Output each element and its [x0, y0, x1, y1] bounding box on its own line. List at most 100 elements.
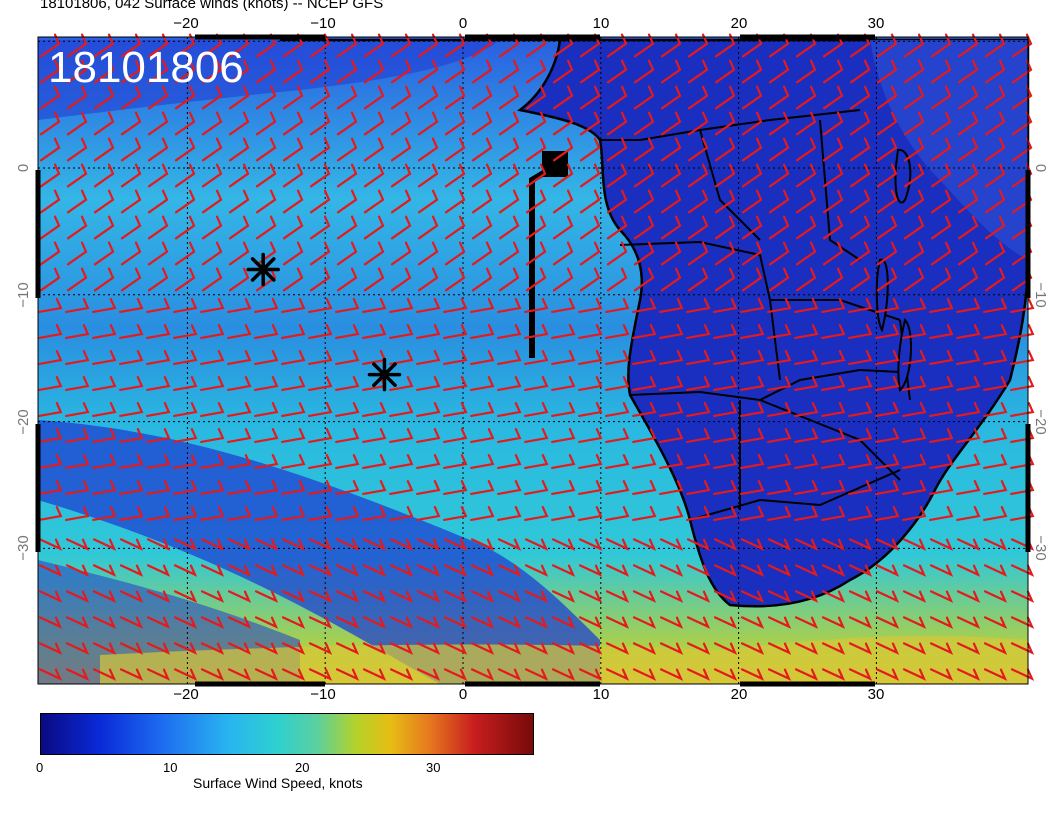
wind-barb [471, 59, 493, 84]
wind-barb [362, 401, 387, 418]
wind-barb [93, 111, 115, 136]
wind-barb [714, 189, 736, 214]
wind-barb [389, 349, 414, 366]
wind-barb [740, 668, 765, 681]
wind-barb [848, 538, 873, 551]
wind-barb [497, 479, 522, 496]
wind-barb [578, 668, 603, 681]
wind-barb [443, 616, 468, 629]
wind-barb [497, 349, 522, 366]
wind-barb [362, 479, 387, 496]
wind-barb [282, 241, 304, 266]
right-tick-labels: 0 −10 −20 −30 [1032, 164, 1049, 561]
wind-barb [767, 590, 792, 603]
right-tick: −30 [1032, 535, 1049, 560]
wind-barb [443, 668, 468, 681]
wind-barb [308, 453, 333, 470]
wind-barb [849, 163, 871, 188]
wind-barb [200, 453, 225, 470]
wind-barb [983, 349, 1008, 366]
wind-barb [848, 668, 873, 681]
wind-barb [281, 349, 306, 366]
wind-barb [713, 479, 738, 496]
wind-barb [389, 401, 414, 418]
wind-barb [227, 505, 252, 522]
wind-barb [146, 453, 171, 470]
colorbar-tick: 20 [295, 760, 310, 775]
wind-barb [38, 590, 63, 603]
wind-barb [65, 505, 90, 522]
wind-barb [686, 349, 711, 366]
wind-barb [875, 668, 900, 681]
wind-barb [146, 349, 171, 366]
wind-barb [795, 111, 817, 136]
wind-barb [498, 215, 520, 240]
wind-barb [713, 616, 738, 629]
wind-barb [363, 267, 385, 292]
wind-barb [768, 59, 790, 84]
asterisk-marker [367, 357, 402, 392]
wind-barb [551, 590, 576, 603]
wind-barb [713, 505, 738, 522]
wind-barb [578, 479, 603, 496]
wind-barb [632, 505, 657, 522]
wind-barb [848, 297, 873, 314]
wind-barb [660, 85, 682, 110]
wind-barb [956, 668, 981, 681]
wind-barb [795, 267, 817, 292]
wind-barb [308, 479, 333, 496]
wind-barb [875, 479, 900, 496]
wind-barb [39, 189, 61, 214]
wind-barb [578, 590, 603, 603]
left-tick: −20 [15, 409, 32, 434]
wind-barb [255, 59, 277, 84]
wind-barb [174, 137, 196, 162]
wind-barb [848, 590, 873, 603]
wind-barb [930, 111, 952, 136]
wind-barb [902, 564, 927, 577]
wind-barb [444, 215, 466, 240]
wind-barb [902, 538, 927, 551]
wind-barb [983, 401, 1008, 418]
wind-barb [956, 349, 981, 366]
wind-barb [173, 349, 198, 366]
wind-barb [741, 189, 763, 214]
wind-barb [119, 668, 144, 681]
wind-barb [551, 505, 576, 522]
wind-barb [524, 297, 549, 314]
wind-barb [443, 297, 468, 314]
wind-barb [173, 453, 198, 470]
wind-barb [687, 137, 709, 162]
wind-barb [120, 163, 142, 188]
wind-barb [659, 668, 684, 681]
wind-barb [389, 453, 414, 470]
wind-barb [201, 267, 223, 292]
wind-barb [389, 538, 414, 551]
wind-barb [443, 323, 468, 340]
wind-barb [336, 85, 358, 110]
wind-barb [65, 590, 90, 603]
wind-barb [119, 479, 144, 496]
wind-barb [93, 59, 115, 84]
wind-barb [632, 349, 657, 366]
wind-barb [147, 85, 169, 110]
wind-barb [390, 137, 412, 162]
wind-barb [254, 616, 279, 629]
right-tick: 0 [1032, 164, 1049, 172]
wind-barb [875, 642, 900, 655]
wind-barb [66, 33, 88, 58]
wind-barb [173, 479, 198, 496]
wind-barb [606, 163, 628, 188]
wind-barb [713, 668, 738, 681]
wind-barb [335, 642, 360, 655]
wind-barb [336, 215, 358, 240]
wind-barb [146, 323, 171, 340]
wind-barb [606, 59, 628, 84]
wind-barb [254, 427, 279, 444]
wind-barb [389, 479, 414, 496]
wind-barb [524, 564, 549, 577]
wind-barb [822, 59, 844, 84]
wind-barb [956, 375, 981, 392]
wind-barb [659, 505, 684, 522]
wind-barb [957, 111, 979, 136]
